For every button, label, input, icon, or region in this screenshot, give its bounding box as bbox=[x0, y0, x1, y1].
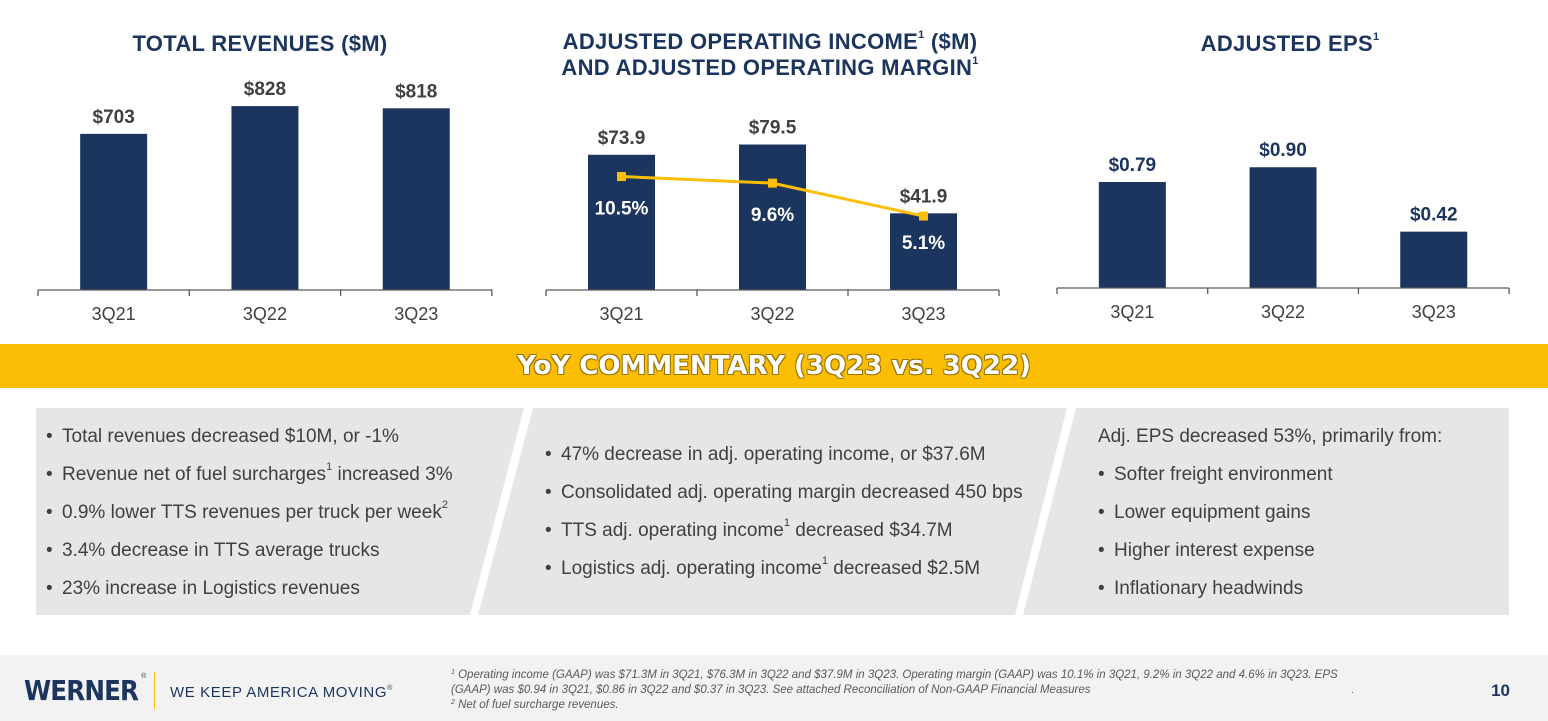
bar-value-label: $0.79 bbox=[1109, 155, 1157, 176]
margin-marker bbox=[768, 178, 777, 188]
bar-value-label: $0.90 bbox=[1259, 140, 1307, 161]
eps-chart-title: ADJUSTED EPS1 bbox=[1200, 31, 1380, 56]
bar bbox=[1400, 231, 1468, 288]
yoy-commentary-banner: YoY COMMENTARY (3Q23 vs. 3Q22) bbox=[0, 344, 1548, 388]
eps-commentary-heading: Adj. EPS decreased 53%, primarily from: bbox=[1098, 426, 1443, 447]
tagline: WE KEEP AMERICA MOVING® bbox=[170, 684, 393, 701]
bar-value-label: $41.9 bbox=[900, 186, 948, 207]
eps-bar-chart: $0.79 3Q21 $0.90 3Q22 $0.42 3Q23 bbox=[1056, 140, 1510, 322]
x-tick-label: 3Q21 bbox=[599, 304, 643, 324]
x-tick-label: 3Q21 bbox=[1110, 302, 1154, 322]
commentary-item: • Inflationary headwinds bbox=[1098, 578, 1304, 599]
x-tick-label: 3Q22 bbox=[243, 304, 287, 324]
commentary-item: • 3.4% decrease in TTS average trucks bbox=[46, 540, 380, 561]
x-tick-label: 3Q23 bbox=[1412, 302, 1456, 322]
commentary-item: • TTS adj. operating income1 decreased $3… bbox=[545, 517, 953, 541]
bar-value-label: $828 bbox=[244, 79, 286, 100]
bar-value-label: $79.5 bbox=[749, 118, 797, 139]
bar-value-label: $818 bbox=[395, 81, 437, 102]
middle-commentary-list: • 47% decrease in adj. operating income, … bbox=[545, 436, 1023, 588]
right-commentary-list: • Softer freight environment • Lower equip… bbox=[1098, 456, 1333, 608]
panel-backgrounds bbox=[36, 408, 1509, 615]
commentary-panels: • Total revenues decreased $10M, or -1% •… bbox=[0, 408, 1548, 615]
bar bbox=[890, 213, 957, 290]
footnotes: 1 Operating income (GAAP) was $71.3M in … bbox=[451, 668, 1351, 713]
x-tick-label: 3Q23 bbox=[394, 304, 438, 324]
operating-income-chart: $73.9 3Q21 $79.5 3Q22 $41.9 3Q23 10.5% 9.6% 5.1% bbox=[545, 118, 1000, 324]
bar bbox=[80, 133, 148, 290]
bar bbox=[739, 144, 806, 290]
operating-income-chart-title: ADJUSTED OPERATING INCOME1 ($M) AND ADJU… bbox=[520, 29, 1020, 81]
x-tick-label: 3Q22 bbox=[750, 304, 794, 324]
commentary-item: • Total revenues decreased $10M, or -1% bbox=[46, 426, 399, 447]
commentary-item: • 47% decrease in adj. operating income, … bbox=[545, 444, 986, 465]
footer: WERNER ® WE KEEP AMERICA MOVING® 1 Opera… bbox=[0, 655, 1548, 721]
commentary-item: • 23% increase in Logistics revenues bbox=[46, 578, 360, 599]
bar bbox=[231, 106, 299, 291]
revenues-bar-chart: $703 3Q21 $828 3Q22 $818 3Q23 bbox=[37, 79, 493, 324]
margin-value-label: 9.6% bbox=[751, 205, 794, 226]
commentary-item: • Consolidated adj. operating margin decr… bbox=[545, 482, 1023, 503]
left-commentary-list: • Total revenues decreased $10M, or -1% •… bbox=[46, 418, 453, 608]
banner-title: YoY COMMENTARY (3Q23 vs. 3Q22) bbox=[517, 351, 1031, 381]
revenues-chart-title: TOTAL REVENUES ($M) bbox=[40, 31, 480, 57]
operating-income-title-line2: AND ADJUSTED OPERATING MARGIN1 bbox=[561, 55, 979, 80]
margin-marker bbox=[919, 211, 928, 221]
bar bbox=[1249, 167, 1317, 288]
footnote-2: 2 Net of fuel surcharge revenues. bbox=[451, 699, 619, 711]
x-tick-label: 3Q22 bbox=[1261, 302, 1305, 322]
x-tick-label: 3Q21 bbox=[92, 304, 136, 324]
commentary-item: • Lower equipment gains bbox=[1098, 502, 1311, 523]
bar bbox=[382, 108, 450, 290]
commentary-item: • Logistics adj. operating income1 decrea… bbox=[545, 555, 981, 579]
commentary-item: • Revenue net of fuel surcharges1 increas… bbox=[46, 461, 453, 485]
page-number: 10 bbox=[1491, 681, 1510, 700]
logo-registered-mark: ® bbox=[141, 673, 147, 680]
bar-value-label: $73.9 bbox=[598, 128, 646, 149]
werner-logo: WERNER bbox=[24, 674, 139, 707]
bar bbox=[1098, 182, 1166, 288]
footer-divider bbox=[154, 672, 155, 709]
bar-value-label: $0.42 bbox=[1410, 205, 1458, 226]
left-panel-bg bbox=[36, 408, 524, 615]
margin-marker bbox=[617, 172, 626, 182]
right-panel-bg bbox=[1023, 408, 1509, 615]
footnote-1: 1 Operating income (GAAP) was $71.3M in … bbox=[451, 669, 1338, 696]
revenues-title-text: TOTAL REVENUES ($M) bbox=[132, 31, 388, 56]
commentary-item: • Higher interest expense bbox=[1098, 540, 1315, 561]
footnote-trailing-mark: . bbox=[1351, 685, 1354, 696]
margin-value-label: 5.1% bbox=[902, 233, 945, 254]
operating-income-title-line1: ADJUSTED OPERATING INCOME1 ($M) bbox=[562, 29, 978, 54]
commentary-item: • 0.9% lower TTS revenues per truck per w… bbox=[46, 499, 448, 523]
commentary-item: • Softer freight environment bbox=[1098, 464, 1333, 485]
margin-value-label: 10.5% bbox=[595, 199, 649, 220]
middle-panel-bg bbox=[478, 408, 1067, 615]
bar-value-label: $703 bbox=[93, 107, 135, 128]
x-tick-label: 3Q23 bbox=[901, 304, 945, 324]
